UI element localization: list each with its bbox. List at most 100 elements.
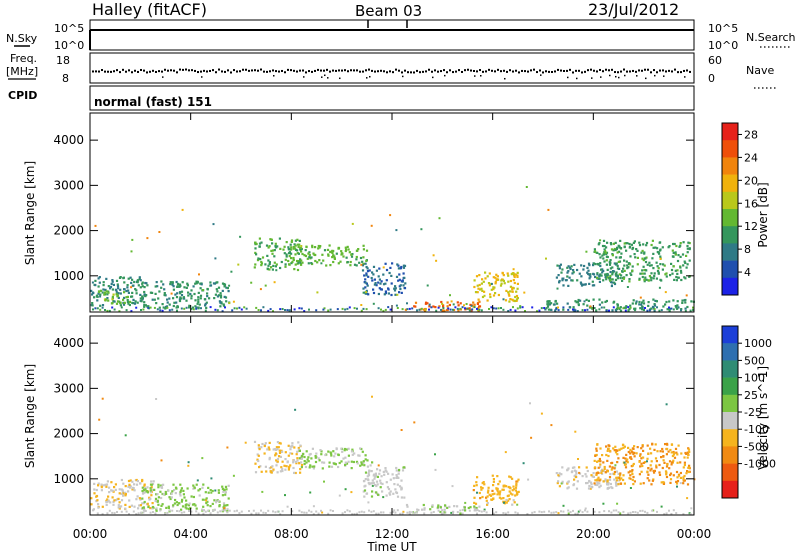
data-cell [638,244,642,247]
freq-dot [119,71,121,74]
data-cell [268,441,271,444]
data-cell [157,496,160,499]
freq-dot [590,68,592,71]
y-tick-label: 2000 [53,427,84,441]
data-cell [399,287,402,291]
data-cell [503,501,505,504]
data-cell [362,262,365,265]
data-cell [173,489,176,492]
data-cell [396,475,399,478]
data-cell [594,454,597,457]
freq-dot [131,71,133,74]
data-cell [513,274,516,277]
ground-cell [464,307,466,310]
colorbar-segment [722,226,738,244]
ground-cell [204,510,207,513]
data-cell [665,475,669,479]
ground-cell [118,310,121,313]
data-cell [650,452,653,455]
ground-cell [159,309,162,312]
ground-cell [267,309,270,312]
data-cell [361,264,365,267]
data-cell [677,474,681,477]
data-cell [650,243,653,247]
data-cell [323,307,326,310]
data-cell [478,491,481,495]
data-cell [562,308,565,311]
ground-cell [641,306,644,309]
data-cell [659,255,662,258]
data-cell [675,279,678,282]
data-cell [253,266,256,269]
ground-cell [646,309,649,312]
data-cell [388,271,391,275]
data-cell [363,489,367,492]
data-cell [180,508,183,511]
data-cell [641,272,644,275]
ground-cell [478,308,481,311]
data-cell [575,475,578,479]
data-cell [606,274,609,277]
ground-cell [279,308,282,311]
data-cell [582,268,585,271]
data-cell [154,497,158,500]
data-cell [573,478,576,481]
data-cell [498,493,501,496]
data-cell [155,398,158,400]
data-cell [656,247,659,250]
ground-cell [495,511,498,514]
data-cell [131,291,134,294]
ground-cell [495,307,498,310]
data-cell [590,481,593,484]
data-cell [363,464,366,467]
data-cell [307,262,310,265]
data-cell [586,266,589,269]
ground-cell [430,306,433,309]
data-cell [144,281,147,285]
data-cell [566,487,569,490]
colorbar-segment [722,377,738,396]
data-cell [651,257,654,260]
data-cell [608,260,611,263]
data-cell [639,454,642,457]
data-cell [561,466,564,469]
data-cell [550,424,553,427]
data-cell [285,253,288,256]
ground-cell [260,309,262,312]
data-cell [297,441,300,444]
data-cell [675,480,678,483]
data-cell [575,487,579,490]
data-cell [630,243,633,246]
data-cell [596,276,599,279]
data-cell [268,448,271,451]
data-cell [611,281,614,284]
data-cell [199,287,202,290]
data-cell [168,297,171,300]
data-cell [682,264,685,267]
data-cell [601,454,604,457]
data-cell [215,281,218,284]
data-cell [91,291,94,294]
data-cell [604,276,607,279]
data-cell [686,456,689,459]
data-cell [650,272,653,275]
date-label: 23/Jul/2012 [588,0,679,19]
data-cell [129,485,132,488]
data-cell [174,486,178,489]
data-cell [289,464,292,467]
ground-cell [617,307,620,310]
data-cell [311,447,314,450]
data-cell [622,474,625,477]
data-cell [163,293,166,297]
data-cell [132,284,135,287]
data-cell [650,460,653,463]
data-cell [263,444,266,448]
ground-cell [300,511,303,514]
data-cell [338,461,341,465]
data-cell [160,504,163,507]
freq-dot [620,70,622,73]
data-cell [680,452,683,455]
data-cell [638,300,641,304]
data-cell [345,256,348,259]
data-cell [312,505,315,508]
